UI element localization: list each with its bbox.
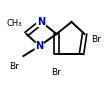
Text: N: N [37,17,45,27]
Text: Br: Br [9,62,19,71]
Text: CH₃: CH₃ [7,19,22,28]
Text: Br: Br [51,68,61,77]
Text: N: N [35,41,43,51]
Text: Br: Br [90,35,100,45]
